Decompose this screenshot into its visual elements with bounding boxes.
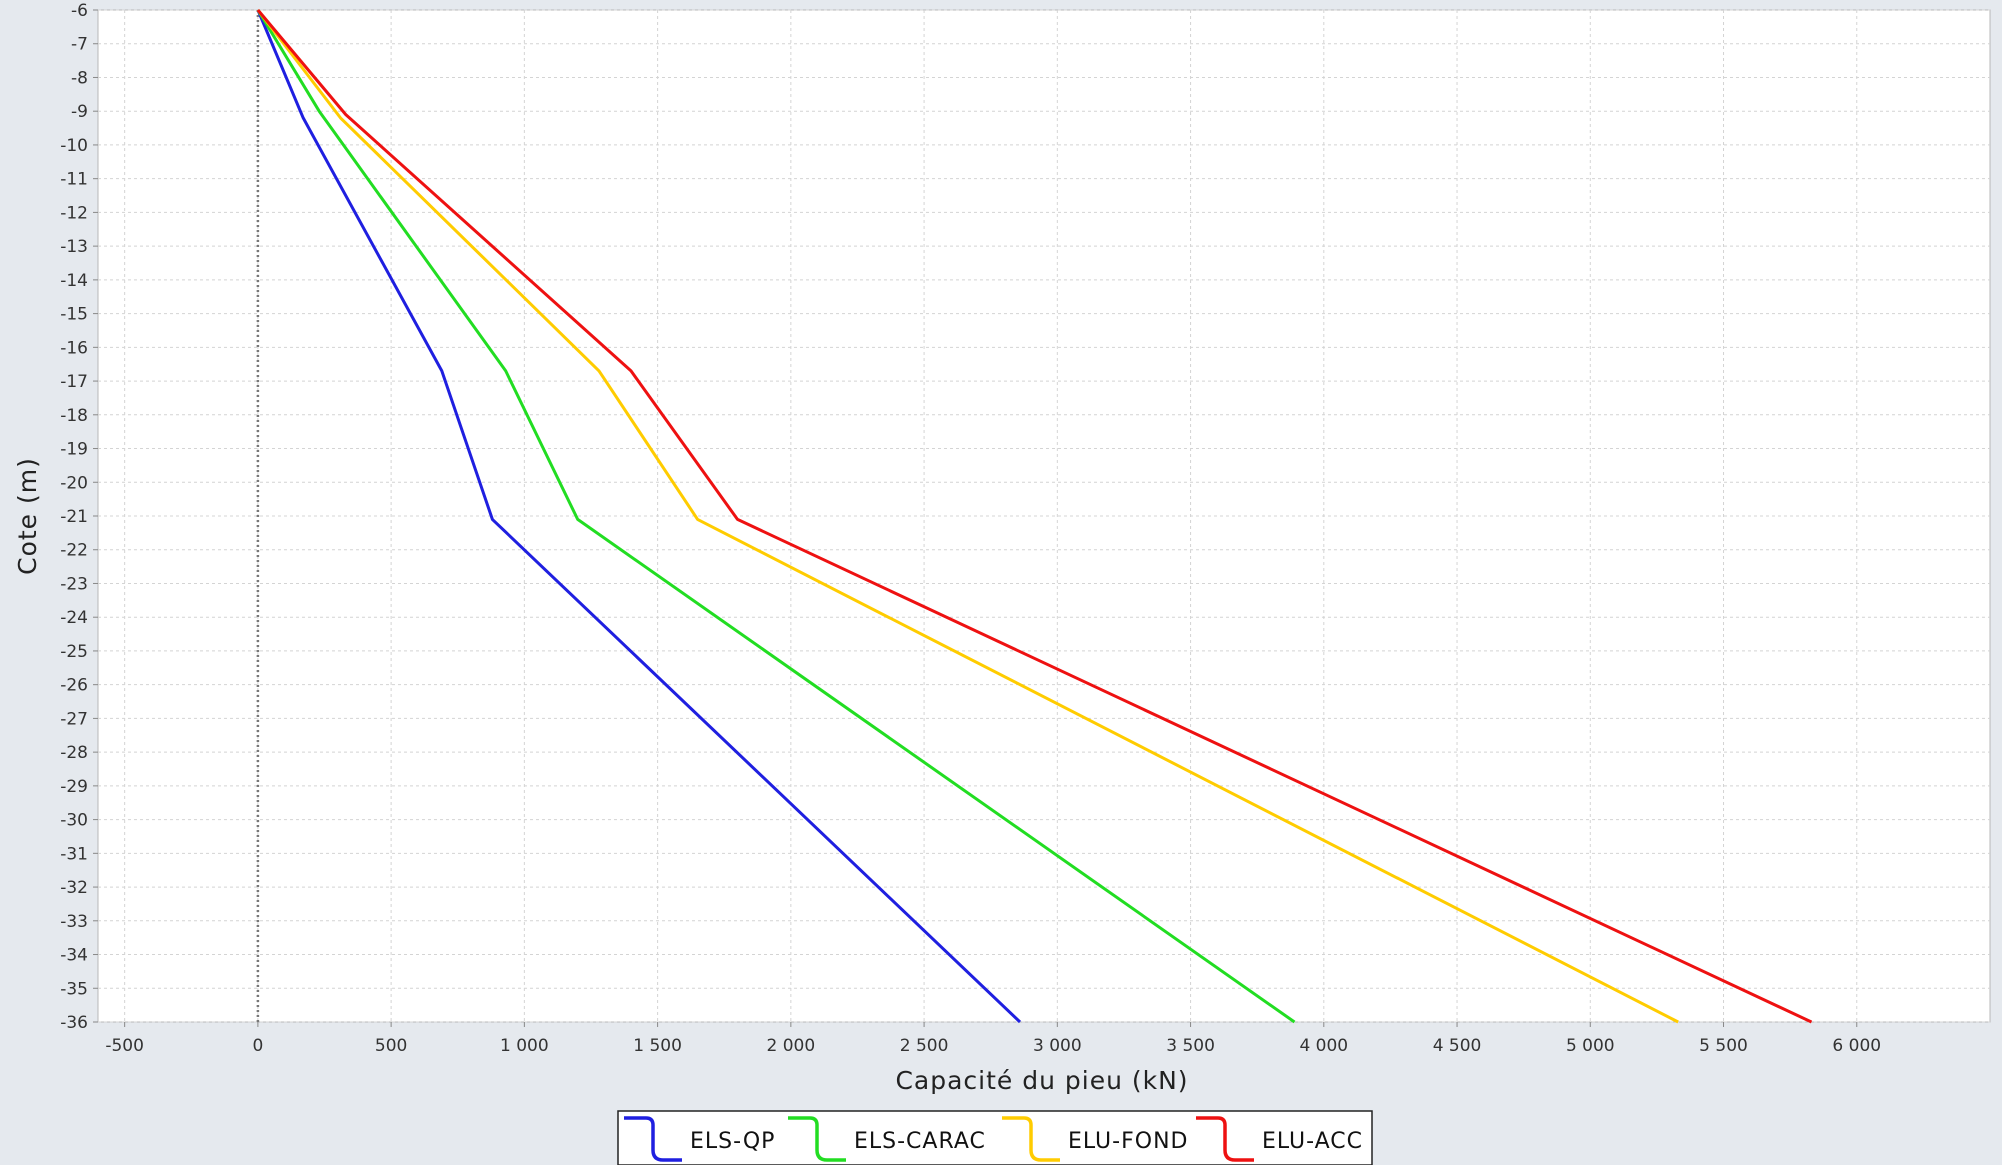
y-axis-ticks: -6 -7 -8 -9 -10 -11 -12 -13 -14 -15 -16 -17 -18 -19 -2…	[60, 1, 98, 1033]
y-tick-label: -28	[60, 743, 88, 763]
y-tick-label: -31	[60, 844, 88, 864]
x-tick-label: 2 000	[767, 1036, 816, 1056]
y-tick-label: -12	[60, 203, 88, 223]
x-tick-label: 2 500	[900, 1036, 949, 1056]
x-tick-label: 5 500	[1699, 1036, 1748, 1056]
y-tick-label: -7	[71, 35, 88, 55]
y-tick-label: -29	[60, 777, 88, 797]
legend: ELS-QP ELS-CARAC ELU-FOND ELU-ACC	[617, 1110, 1373, 1165]
legend-label: ELS-QP	[690, 1129, 775, 1154]
y-tick-label: -33	[60, 912, 88, 932]
y-tick-label: -21	[60, 507, 88, 527]
y-tick-label: -9	[71, 102, 88, 122]
y-tick-label: -19	[60, 440, 88, 460]
y-tick-label: -35	[60, 979, 88, 999]
y-tick-label: -14	[60, 271, 88, 291]
y-tick-label: -15	[60, 305, 88, 325]
x-tick-label: 0	[252, 1036, 263, 1056]
legend-swatch	[788, 1116, 846, 1162]
x-axis-title: Capacité du pieu (kN)	[895, 1066, 1188, 1095]
x-axis-ticks: -500 0 500 1 000 1 500 2 000 2 500 3 000 3 500 4 …	[105, 1022, 1881, 1056]
x-tick-label: 500	[375, 1036, 407, 1056]
x-tick-label: 4 500	[1433, 1036, 1482, 1056]
x-tick-label: 5 000	[1566, 1036, 1615, 1056]
y-tick-label: -17	[60, 372, 88, 392]
y-tick-label: -23	[60, 574, 88, 594]
series-group	[256, 9, 1813, 1024]
y-tick-label: -34	[60, 946, 88, 966]
y-tick-label: -20	[60, 473, 88, 493]
y-tick-label: -8	[71, 68, 88, 88]
legend-swatch	[1002, 1116, 1060, 1162]
y-tick-label: -11	[60, 170, 88, 190]
y-tick-label: -36	[60, 1013, 88, 1033]
x-tick-label: 3 000	[1033, 1036, 1082, 1056]
x-tick-label: 4 000	[1299, 1036, 1348, 1056]
series-line-elu-fond	[256, 9, 1679, 1024]
legend-swatch	[1196, 1116, 1254, 1162]
y-tick-label: -26	[60, 676, 88, 696]
series-line-els-qp	[256, 9, 1022, 1024]
x-tick-label: 3 500	[1166, 1036, 1215, 1056]
y-axis-title: Cote (m)	[13, 457, 42, 575]
legend-label: ELU-ACC	[1262, 1129, 1363, 1154]
y-tick-label: -22	[60, 541, 88, 561]
series-line-elu-acc	[256, 9, 1813, 1024]
y-tick-label: -10	[60, 136, 88, 156]
y-tick-label: -25	[60, 642, 88, 662]
y-tick-label: -18	[60, 406, 88, 426]
y-tick-label: -13	[60, 237, 88, 257]
y-tick-label: -32	[60, 878, 88, 898]
y-tick-label: -27	[60, 709, 88, 729]
series-line-els-carac	[256, 9, 1296, 1024]
y-tick-label: -6	[71, 1, 88, 21]
legend-label: ELS-CARAC	[854, 1129, 986, 1154]
y-tick-label: -24	[60, 608, 88, 628]
legend-label: ELU-FOND	[1068, 1129, 1188, 1154]
plot-area	[97, 9, 1991, 1023]
legend-swatch	[624, 1116, 682, 1162]
x-tick-label: 6 000	[1832, 1036, 1881, 1056]
x-tick-label: 1 000	[500, 1036, 549, 1056]
x-tick-label: -500	[105, 1036, 144, 1056]
legend-box	[617, 1110, 1373, 1165]
x-tick-label: 1 500	[633, 1036, 682, 1056]
y-tick-label: -30	[60, 811, 88, 831]
y-tick-label: -16	[60, 338, 88, 358]
